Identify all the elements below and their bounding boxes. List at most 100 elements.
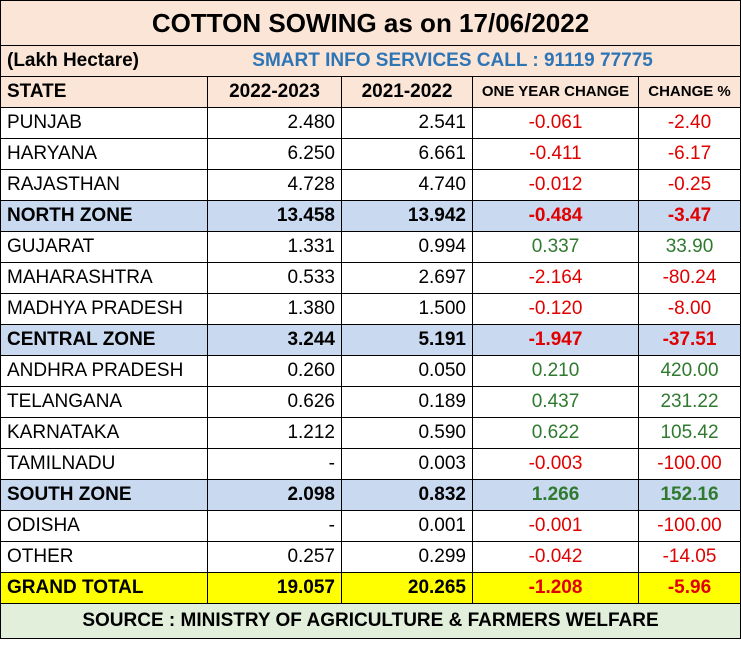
table-row: HARYANA 6.250 6.661 -0.411 -6.17 <box>0 138 741 170</box>
change-percent-cell: -100.00 <box>637 448 741 480</box>
one-year-change-cell: -0.411 <box>472 138 639 170</box>
header-one-year-change: ONE YEAR CHANGE <box>472 76 639 108</box>
zone-row: CENTRAL ZONE 3.244 5.191 -1.947 -37.51 <box>0 324 741 356</box>
one-year-change-cell: -0.001 <box>472 510 639 542</box>
table-title: COTTON SOWING as on 17/06/2022 <box>0 0 741 46</box>
state-cell: HARYANA <box>0 138 208 170</box>
change-percent-cell: 105.42 <box>637 417 741 449</box>
one-year-change-cell: 0.437 <box>472 386 639 418</box>
value-2021-2022-cell: 6.661 <box>341 138 473 170</box>
source-note: SOURCE : MINISTRY OF AGRICULTURE & FARME… <box>0 603 741 639</box>
one-year-change-cell: -2.164 <box>472 262 639 294</box>
change-percent-cell: -6.17 <box>637 138 741 170</box>
one-year-change-cell: -0.061 <box>472 107 639 139</box>
change-percent-cell: -8.00 <box>637 293 741 325</box>
one-year-change-cell: -0.120 <box>472 293 639 325</box>
value-2022-2023-cell: 13.458 <box>207 200 342 232</box>
state-cell: PUNJAB <box>0 107 208 139</box>
value-2021-2022-cell: 2.697 <box>341 262 473 294</box>
state-cell: TELANGANA <box>0 386 208 418</box>
table-row: GUJARAT 1.331 0.994 0.337 33.90 <box>0 231 741 263</box>
table-row: PUNJAB 2.480 2.541 -0.061 -2.40 <box>0 107 741 139</box>
value-2022-2023-cell: 1.380 <box>207 293 342 325</box>
value-2021-2022-cell: 0.050 <box>341 355 473 387</box>
value-2021-2022-cell: 13.942 <box>341 200 473 232</box>
value-2021-2022-cell: 1.500 <box>341 293 473 325</box>
header-2022-2023: 2022-2023 <box>207 76 342 108</box>
header-change-percent: CHANGE % <box>637 76 741 108</box>
value-2022-2023-cell: 0.626 <box>207 386 342 418</box>
table-row: ODISHA -0.001 -0.001 -100.00 <box>0 510 741 542</box>
change-percent-cell: 33.90 <box>637 231 741 263</box>
state-cell: MADHYA PRADESH <box>0 293 208 325</box>
value-2021-2022-cell: 0.003 <box>341 448 473 480</box>
value-2021-2022-cell: 5.191 <box>341 324 473 356</box>
table-row: TELANGANA 0.626 0.189 0.437 231.22 <box>0 386 741 418</box>
state-cell: SOUTH ZONE <box>0 479 208 511</box>
change-percent-cell: -80.24 <box>637 262 741 294</box>
value-2021-2022-cell: 0.994 <box>341 231 473 263</box>
state-cell: OTHER <box>0 541 208 573</box>
change-percent-cell: 231.22 <box>637 386 741 418</box>
one-year-change-cell: 1.266 <box>472 479 639 511</box>
value-2022-2023-cell: 6.250 <box>207 138 342 170</box>
one-year-change-cell: -0.012 <box>472 169 639 201</box>
value-2022-2023-cell: 0.533 <box>207 262 342 294</box>
state-cell: GRAND TOTAL <box>0 572 208 604</box>
value-2021-2022-cell: 0.299 <box>341 541 473 573</box>
zone-row: NORTH ZONE 13.458 13.942 -0.484 -3.47 <box>0 200 741 232</box>
one-year-change-cell: -0.003 <box>472 448 639 480</box>
one-year-change-cell: 0.622 <box>472 417 639 449</box>
value-2022-2023-cell: 0.260 <box>207 355 342 387</box>
state-cell: NORTH ZONE <box>0 200 208 232</box>
value-2022-2023-cell: - <box>207 448 342 480</box>
one-year-change-cell: -0.484 <box>472 200 639 232</box>
change-percent-cell: -2.40 <box>637 107 741 139</box>
value-2021-2022-cell: 0.832 <box>341 479 473 511</box>
state-cell: TAMILNADU <box>0 448 208 480</box>
value-2021-2022-cell: 20.265 <box>341 572 473 604</box>
change-percent-cell: 420.00 <box>637 355 741 387</box>
value-2022-2023-cell: - <box>207 510 342 542</box>
state-cell: KARNATAKA <box>0 417 208 449</box>
value-2022-2023-cell: 4.728 <box>207 169 342 201</box>
value-2022-2023-cell: 1.331 <box>207 231 342 263</box>
state-cell: ODISHA <box>0 510 208 542</box>
header-state: STATE <box>0 76 208 108</box>
change-percent-cell: -37.51 <box>637 324 741 356</box>
header-2021-2022: 2021-2022 <box>341 76 473 108</box>
value-2022-2023-cell: 1.212 <box>207 417 342 449</box>
subtitle-row: (Lakh Hectare) SMART INFO SERVICES CALL … <box>0 45 741 77</box>
state-cell: GUJARAT <box>0 231 208 263</box>
table-row: ANDHRA PRADESH 0.260 0.050 0.210 420.00 <box>0 355 741 387</box>
change-percent-cell: 152.16 <box>637 479 741 511</box>
unit-label: (Lakh Hectare) <box>7 50 139 71</box>
value-2021-2022-cell: 4.740 <box>341 169 473 201</box>
value-2021-2022-cell: 2.541 <box>341 107 473 139</box>
zone-row: SOUTH ZONE 2.098 0.832 1.266 152.16 <box>0 479 741 511</box>
change-percent-cell: -3.47 <box>637 200 741 232</box>
one-year-change-cell: 0.337 <box>472 231 639 263</box>
value-2022-2023-cell: 0.257 <box>207 541 342 573</box>
table-row: KARNATAKA 1.212 0.590 0.622 105.42 <box>0 417 741 449</box>
value-2021-2022-cell: 0.001 <box>341 510 473 542</box>
table-row: TAMILNADU -0.003 -0.003 -100.00 <box>0 448 741 480</box>
value-2022-2023-cell: 2.098 <box>207 479 342 511</box>
state-cell: ANDHRA PRADESH <box>0 355 208 387</box>
table-row: MADHYA PRADESH 1.380 1.500 -0.120 -8.00 <box>0 293 741 325</box>
grand-total-row: GRAND TOTAL 19.057 20.265 -1.208 -5.96 <box>0 572 741 604</box>
table-row: MAHARASHTRA 0.533 2.697 -2.164 -80.24 <box>0 262 741 294</box>
value-2022-2023-cell: 2.480 <box>207 107 342 139</box>
title-row: COTTON SOWING as on 17/06/2022 <box>0 0 741 46</box>
value-2021-2022-cell: 0.590 <box>341 417 473 449</box>
state-cell: RAJASTHAN <box>0 169 208 201</box>
state-cell: CENTRAL ZONE <box>0 324 208 356</box>
change-percent-cell: -5.96 <box>637 572 741 604</box>
change-percent-cell: -0.25 <box>637 169 741 201</box>
change-percent-cell: -100.00 <box>637 510 741 542</box>
one-year-change-cell: 0.210 <box>472 355 639 387</box>
one-year-change-cell: -1.208 <box>472 572 639 604</box>
change-percent-cell: -14.05 <box>637 541 741 573</box>
value-2022-2023-cell: 3.244 <box>207 324 342 356</box>
